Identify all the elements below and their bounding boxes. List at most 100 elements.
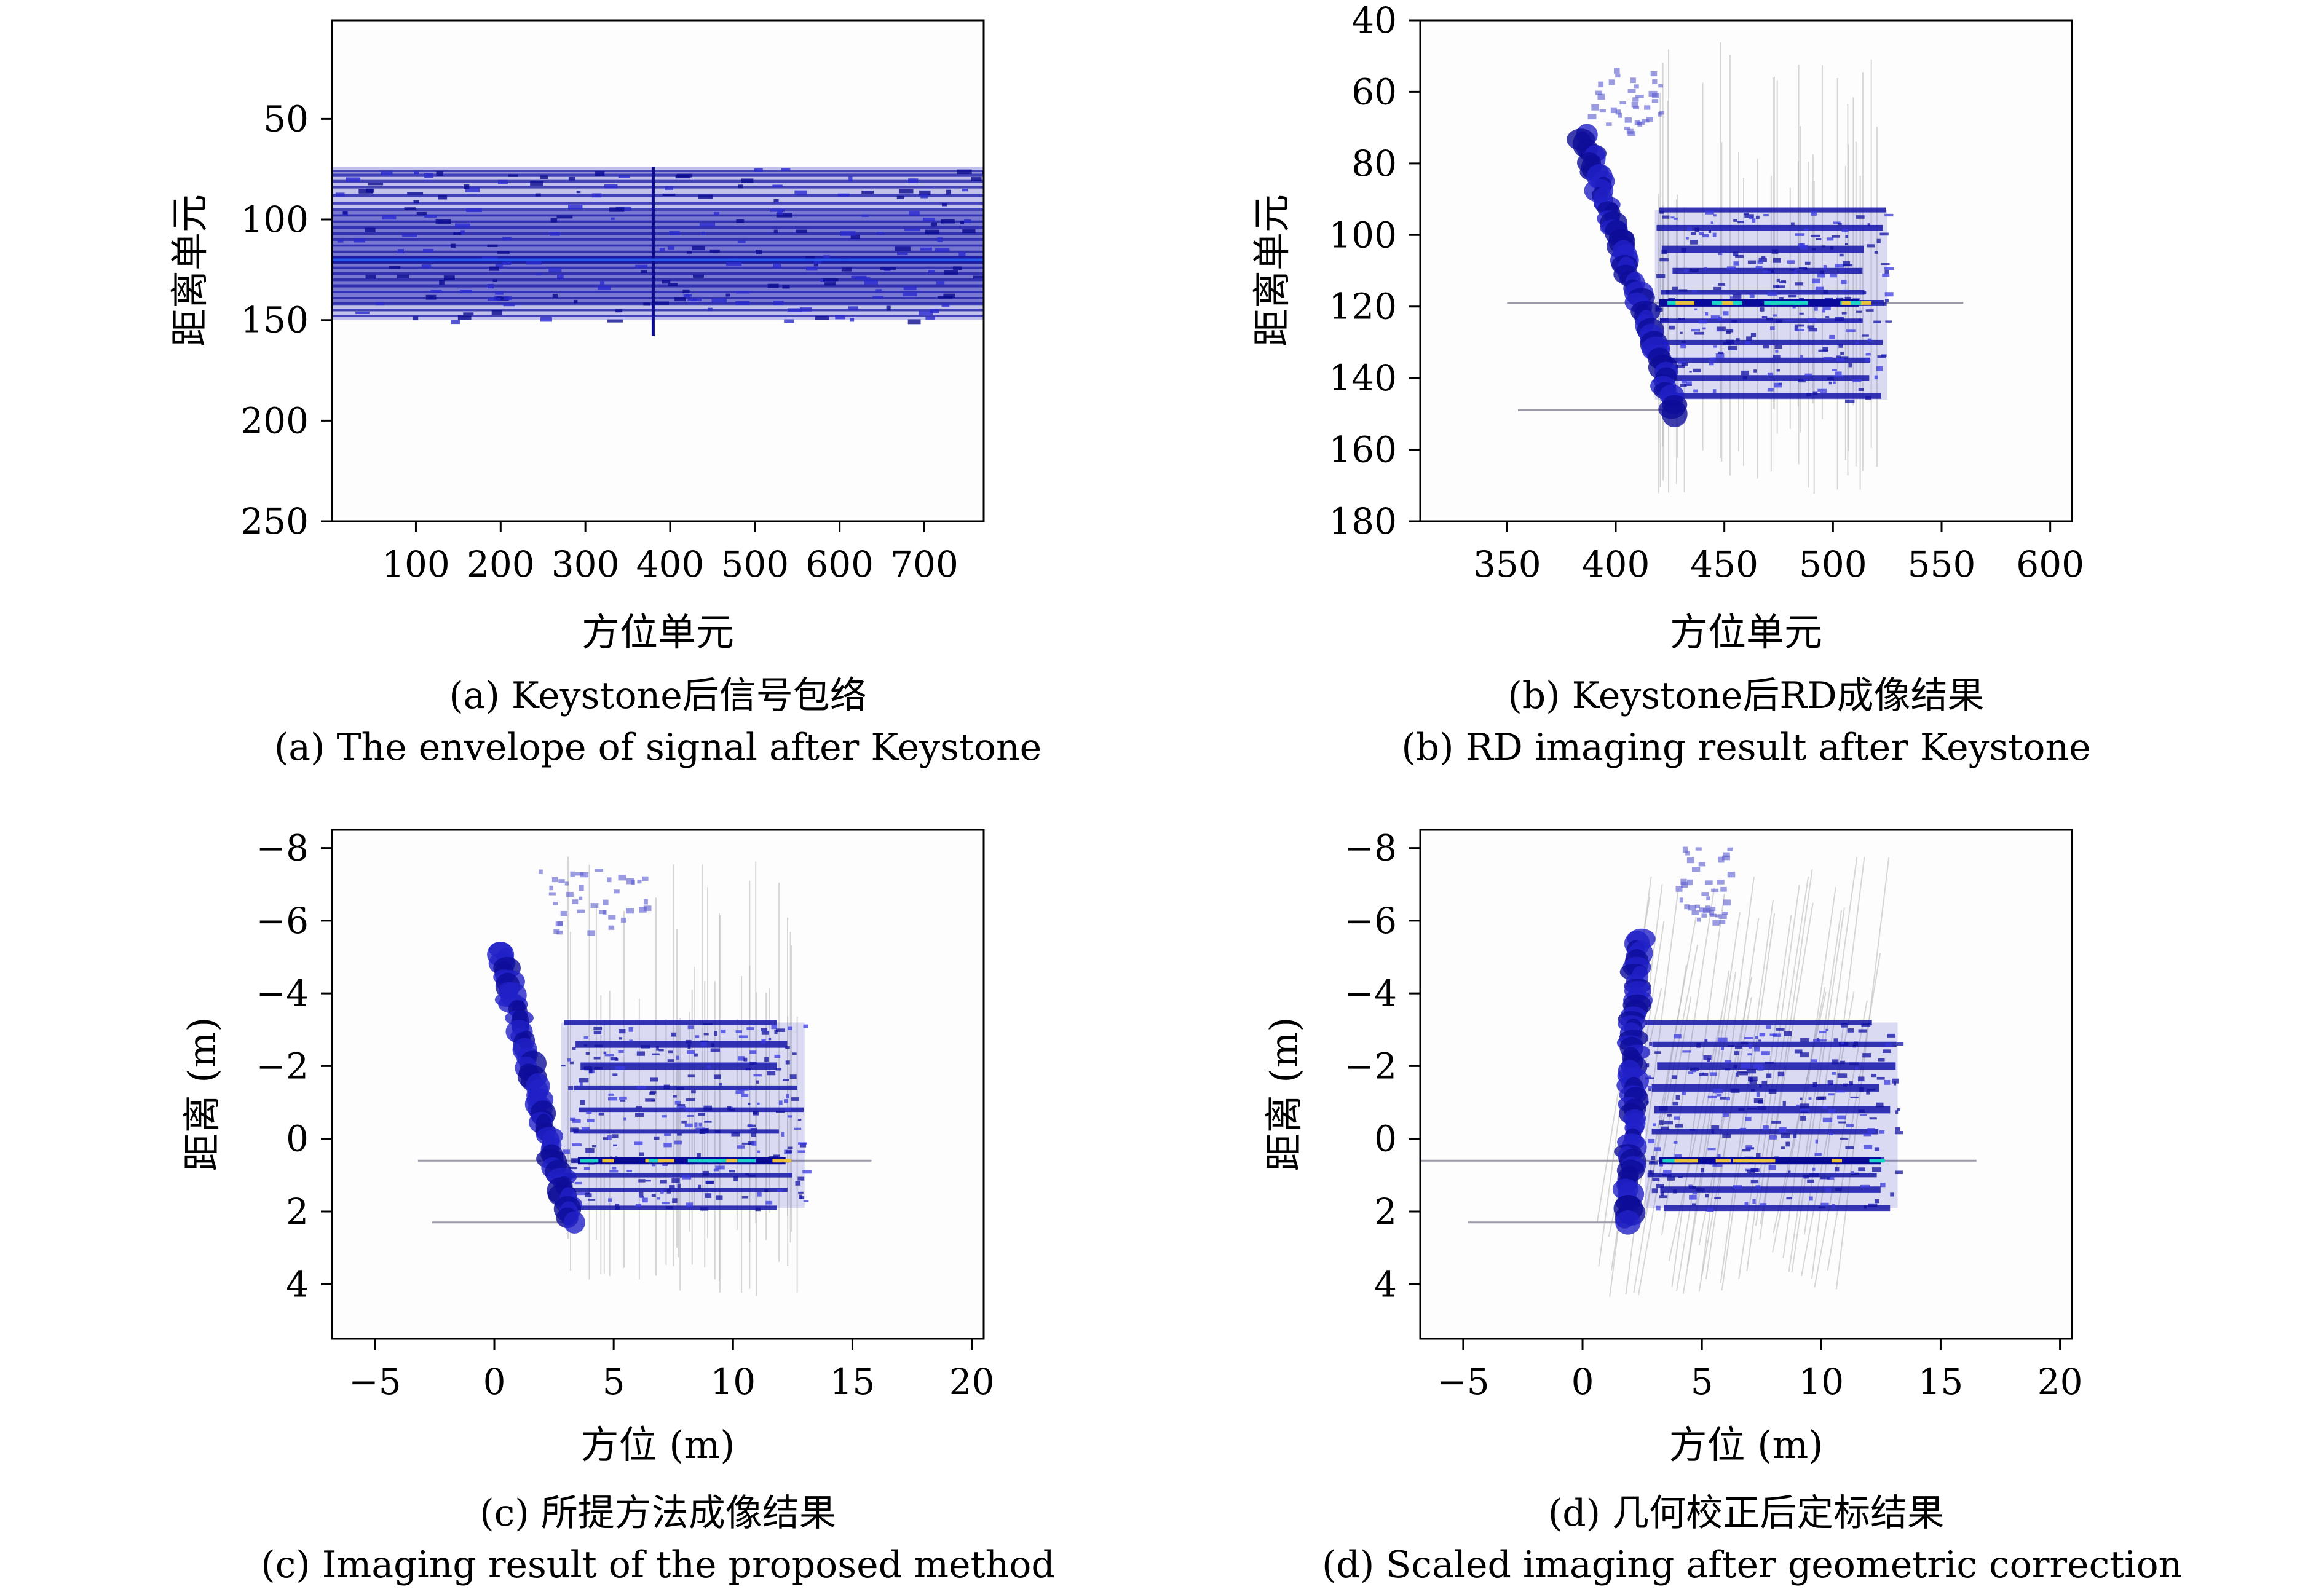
target-speckle (1713, 345, 1717, 348)
x-tick-label: 100 (382, 543, 450, 585)
target-speckle (735, 1030, 743, 1033)
target-speckle (745, 1173, 749, 1176)
target-speckle (677, 1183, 681, 1188)
panel-a-caption-cn: (a) Keystone后信号包络 (449, 674, 867, 717)
target-speckle (687, 1025, 694, 1030)
target-speckle (662, 1115, 667, 1118)
x-tick-label: 500 (721, 543, 789, 585)
target-speckle (572, 1047, 576, 1050)
tip-scatter (1701, 892, 1709, 896)
target-speckle (1785, 1141, 1790, 1147)
target-speckle (1828, 1109, 1836, 1113)
x-tick-label: 300 (551, 543, 620, 585)
target-speckle (656, 1046, 659, 1051)
envelope-speckle (928, 270, 935, 274)
panel-a-marks (332, 20, 984, 521)
target-speckle (1753, 1064, 1763, 1069)
target-speckle (761, 1028, 768, 1032)
target-speckle (1741, 370, 1749, 376)
tip-scatter (598, 910, 606, 915)
panel-c-caption-en: (c) Imaging result of the proposed metho… (261, 1543, 1055, 1586)
tip-scatter (1719, 920, 1726, 924)
tip-scatter (1686, 857, 1694, 864)
target-speckle (1729, 296, 1733, 299)
target-speckle (1835, 264, 1845, 268)
target-speckle (1876, 238, 1881, 243)
tip-scatter (1637, 121, 1643, 127)
plot-frame (331, 829, 985, 1340)
target-speckle (1877, 355, 1886, 358)
target-speckle (1765, 1061, 1774, 1064)
target-speckle (1800, 355, 1803, 360)
target-speckle (1884, 1079, 1891, 1085)
envelope-speckle (735, 301, 750, 305)
envelope-speckle (674, 297, 686, 302)
x-tick-label: 600 (805, 543, 874, 585)
tip-scatter (1691, 910, 1699, 915)
envelope-speckle (488, 297, 501, 301)
target-speckle (1774, 345, 1782, 349)
target-speckle (1739, 1071, 1749, 1076)
tip-scatter (1599, 109, 1606, 113)
target-speckle (1837, 1073, 1848, 1078)
tip-scatter (1591, 127, 1595, 133)
target-speckle (1895, 1170, 1903, 1175)
envelope-speckle (919, 190, 931, 195)
target-speckle (1884, 267, 1894, 270)
target-speckle (1867, 223, 1870, 227)
envelope-speckle (635, 264, 648, 269)
target-speckle (1794, 326, 1798, 331)
target-speckle (761, 1031, 769, 1035)
target-speckle (785, 1046, 790, 1049)
envelope-speckle (675, 175, 691, 179)
target-speckle (1763, 345, 1769, 349)
target-speckle (716, 1195, 723, 1200)
target-speckle (1833, 1038, 1839, 1042)
target-speckle (1761, 256, 1766, 259)
tip-scatter (1659, 111, 1665, 115)
envelope-speckle (425, 294, 437, 300)
envelope-speckle (941, 219, 955, 224)
target-speckle (1718, 283, 1726, 286)
target-speckle (1822, 347, 1828, 352)
envelope-speckle (794, 190, 807, 195)
target-speckle (636, 1051, 646, 1056)
target-speckle (583, 1066, 593, 1071)
x-tick-label: −5 (1437, 1361, 1490, 1403)
sidelobe-line (1721, 913, 1776, 1291)
target-speckle (587, 1119, 595, 1122)
envelope-speckle (737, 240, 746, 243)
target-speckle (1745, 1168, 1755, 1172)
target-speckle (1648, 1086, 1654, 1089)
envelope-speckle (337, 240, 344, 243)
target-speckle (1715, 353, 1725, 358)
envelope-speckle (599, 281, 605, 285)
target-speckle (799, 1194, 802, 1199)
target-speckle (1851, 1172, 1859, 1175)
tip-scatter (590, 903, 599, 908)
x-tick-label: 600 (2016, 543, 2084, 585)
panel-c-plot: −5 0 5 10 15 20 −8 −6 −4 −2 0 2 4 方位 (m) 距离 (m) (180, 827, 994, 1467)
target-speckle (1800, 1103, 1809, 1108)
tip-scatter (1688, 904, 1696, 911)
target-speckle (1659, 1195, 1668, 1199)
target-speckle (1800, 245, 1808, 250)
target-speckle (797, 1119, 802, 1121)
tip-scatter (1598, 81, 1604, 88)
target-speckle (1733, 1065, 1737, 1069)
target-speckle (1879, 232, 1889, 236)
tip-scatter (587, 930, 596, 936)
target-speckle (794, 1127, 802, 1130)
target-speckle (1716, 326, 1726, 332)
x-tick-label: 400 (1582, 543, 1650, 585)
target-speckle (1774, 382, 1782, 388)
target-speckle (1836, 1090, 1845, 1093)
envelope-speckle (503, 303, 515, 307)
tip-scatter (1710, 907, 1716, 912)
target-speckle (741, 1196, 749, 1199)
x-tick-label: 5 (603, 1361, 625, 1403)
tip-scatter (1615, 109, 1621, 115)
envelope-speckle (953, 266, 962, 270)
target-speckle (1766, 1073, 1772, 1078)
target-speckle (1761, 1051, 1770, 1055)
